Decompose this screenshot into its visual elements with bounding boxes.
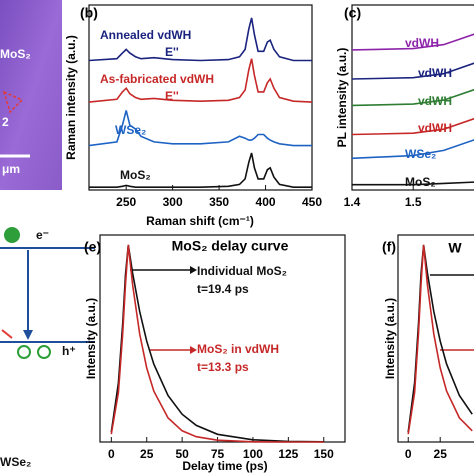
x-tick-label: 1.4 bbox=[344, 195, 361, 209]
series-line bbox=[351, 62, 474, 80]
x-tick-label: 1.5 bbox=[405, 195, 422, 209]
annotation: E'' bbox=[165, 45, 179, 59]
series-line bbox=[407, 244, 473, 435]
diagram-label: e⁻ bbox=[36, 228, 49, 242]
series-label: vdWH bbox=[418, 94, 452, 108]
x-tick-label: 450 bbox=[302, 195, 322, 209]
series-line bbox=[351, 139, 474, 160]
arrow-head bbox=[190, 266, 197, 274]
x-tick-label: 400 bbox=[256, 195, 276, 209]
chart-title: MoS₂ delay curve bbox=[172, 238, 289, 254]
x-tick-label: 25 bbox=[434, 447, 448, 461]
y-axis-label: Intensity (a.u.) bbox=[383, 298, 397, 379]
x-tick-label: 75 bbox=[211, 447, 225, 461]
series-label: WSe₂ bbox=[115, 123, 146, 137]
transfer-arrow bbox=[1, 329, 13, 339]
arrow-head bbox=[23, 330, 33, 340]
x-axis-label: Delay time (ps) bbox=[182, 459, 267, 473]
x-tick-label: 100 bbox=[243, 447, 263, 461]
series-line bbox=[88, 17, 312, 62]
series-label: WSe₂ bbox=[405, 147, 436, 161]
series-line bbox=[88, 58, 313, 103]
x-tick-label: 350 bbox=[209, 195, 229, 209]
annotation: E'' bbox=[165, 89, 179, 103]
series-line bbox=[89, 152, 312, 188]
series-line bbox=[110, 244, 324, 443]
series-label: vdWH bbox=[418, 66, 452, 80]
series-line bbox=[351, 33, 474, 51]
y-axis-label: Raman intensity (a.u.) bbox=[64, 35, 78, 160]
series-label: vdWH bbox=[405, 36, 439, 50]
x-axis-label: Raman shift (cm⁻¹) bbox=[146, 214, 254, 228]
diagram-label: WSe₂ bbox=[0, 455, 31, 469]
series-line bbox=[88, 110, 312, 147]
x-tick-label: 50 bbox=[175, 447, 189, 461]
x-tick-label: 125 bbox=[278, 447, 298, 461]
x-tick-label: 25 bbox=[140, 447, 154, 461]
electron bbox=[4, 227, 20, 243]
series-label: As-fabricated vdWH bbox=[100, 72, 214, 86]
diagram-label: h⁺ bbox=[62, 344, 76, 358]
x-tick-label: 250 bbox=[116, 195, 136, 209]
chart-title: W bbox=[448, 240, 462, 256]
arrow-head bbox=[190, 346, 197, 354]
y-axis-label: PL intensity (a.u.) bbox=[335, 48, 349, 148]
series-line bbox=[352, 181, 474, 186]
plot-frame bbox=[88, 4, 313, 191]
region-outline bbox=[2, 90, 24, 114]
series-line bbox=[351, 88, 474, 107]
x-tick-label: 300 bbox=[163, 195, 183, 209]
annotation: t=19.4 ps bbox=[197, 282, 249, 296]
image-label: 2 bbox=[2, 115, 9, 129]
series-label: MoS₂ in vdWH bbox=[197, 342, 279, 356]
x-tick-label: 150 bbox=[314, 447, 334, 461]
series-line bbox=[351, 117, 474, 136]
image-label: 5 μm bbox=[0, 162, 20, 176]
annotation: t=13.3 ps bbox=[197, 360, 249, 374]
plot-frame bbox=[351, 4, 474, 191]
series-label: vdWH bbox=[418, 121, 452, 135]
panel-label: (b) bbox=[80, 5, 98, 21]
panel-label: (f) bbox=[382, 239, 396, 255]
series-label: MoS₂ bbox=[405, 175, 436, 189]
panel-label: (c) bbox=[344, 5, 361, 21]
panel-label: (e) bbox=[84, 239, 101, 255]
image-label: MoS₂ bbox=[0, 47, 31, 61]
hole bbox=[37, 345, 51, 359]
hole bbox=[17, 345, 31, 359]
x-tick-label: 0 bbox=[405, 447, 412, 461]
series-label: MoS₂ bbox=[120, 168, 151, 182]
plot-frame bbox=[99, 234, 346, 443]
series-label: Individual MoS₂ bbox=[197, 264, 287, 278]
plot-frame bbox=[397, 234, 474, 443]
x-tick-label: 0 bbox=[108, 447, 115, 461]
series-label: Annealed vdWH bbox=[100, 28, 191, 42]
y-axis-label: Intensity (a.u.) bbox=[84, 298, 98, 379]
